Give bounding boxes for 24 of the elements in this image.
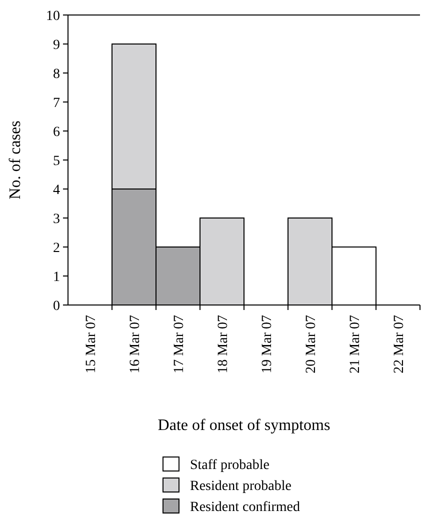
y-tick-label: 10 — [46, 8, 60, 24]
y-tick-label: 1 — [53, 270, 60, 285]
x-tick-label: 21 Mar 07 — [348, 315, 363, 374]
y-axis-title: No. of cases — [7, 120, 24, 200]
y-tick-label: 9 — [53, 38, 60, 53]
y-tick-label: 0 — [53, 298, 60, 314]
x-tick-label: 15 Mar 07 — [84, 315, 99, 374]
y-tick-label: 5 — [53, 154, 60, 169]
legend-label: Resident confirmed — [190, 500, 300, 515]
x-tick-label: 18 Mar 07 — [216, 315, 231, 374]
y-tick-label: 8 — [53, 66, 60, 82]
legend-label: Resident probable — [190, 478, 292, 494]
x-tick-label: 17 Mar 07 — [172, 315, 187, 374]
y-tick-label: 7 — [53, 96, 60, 111]
y-tick-label: 3 — [53, 212, 60, 227]
legend-label: Staff probable — [190, 458, 270, 473]
x-axis-title: Date of onset of symptoms — [158, 417, 330, 434]
x-tick-label: 19 Mar 07 — [260, 315, 275, 374]
y-tick-label: 2 — [53, 240, 60, 256]
y-tick-label: 6 — [53, 124, 60, 140]
x-tick-label: 16 Mar 07 — [128, 315, 143, 374]
x-tick-label: 20 Mar 07 — [304, 315, 319, 374]
x-tick-label: 22 Mar 07 — [392, 315, 407, 374]
y-tick-label: 4 — [53, 182, 60, 198]
